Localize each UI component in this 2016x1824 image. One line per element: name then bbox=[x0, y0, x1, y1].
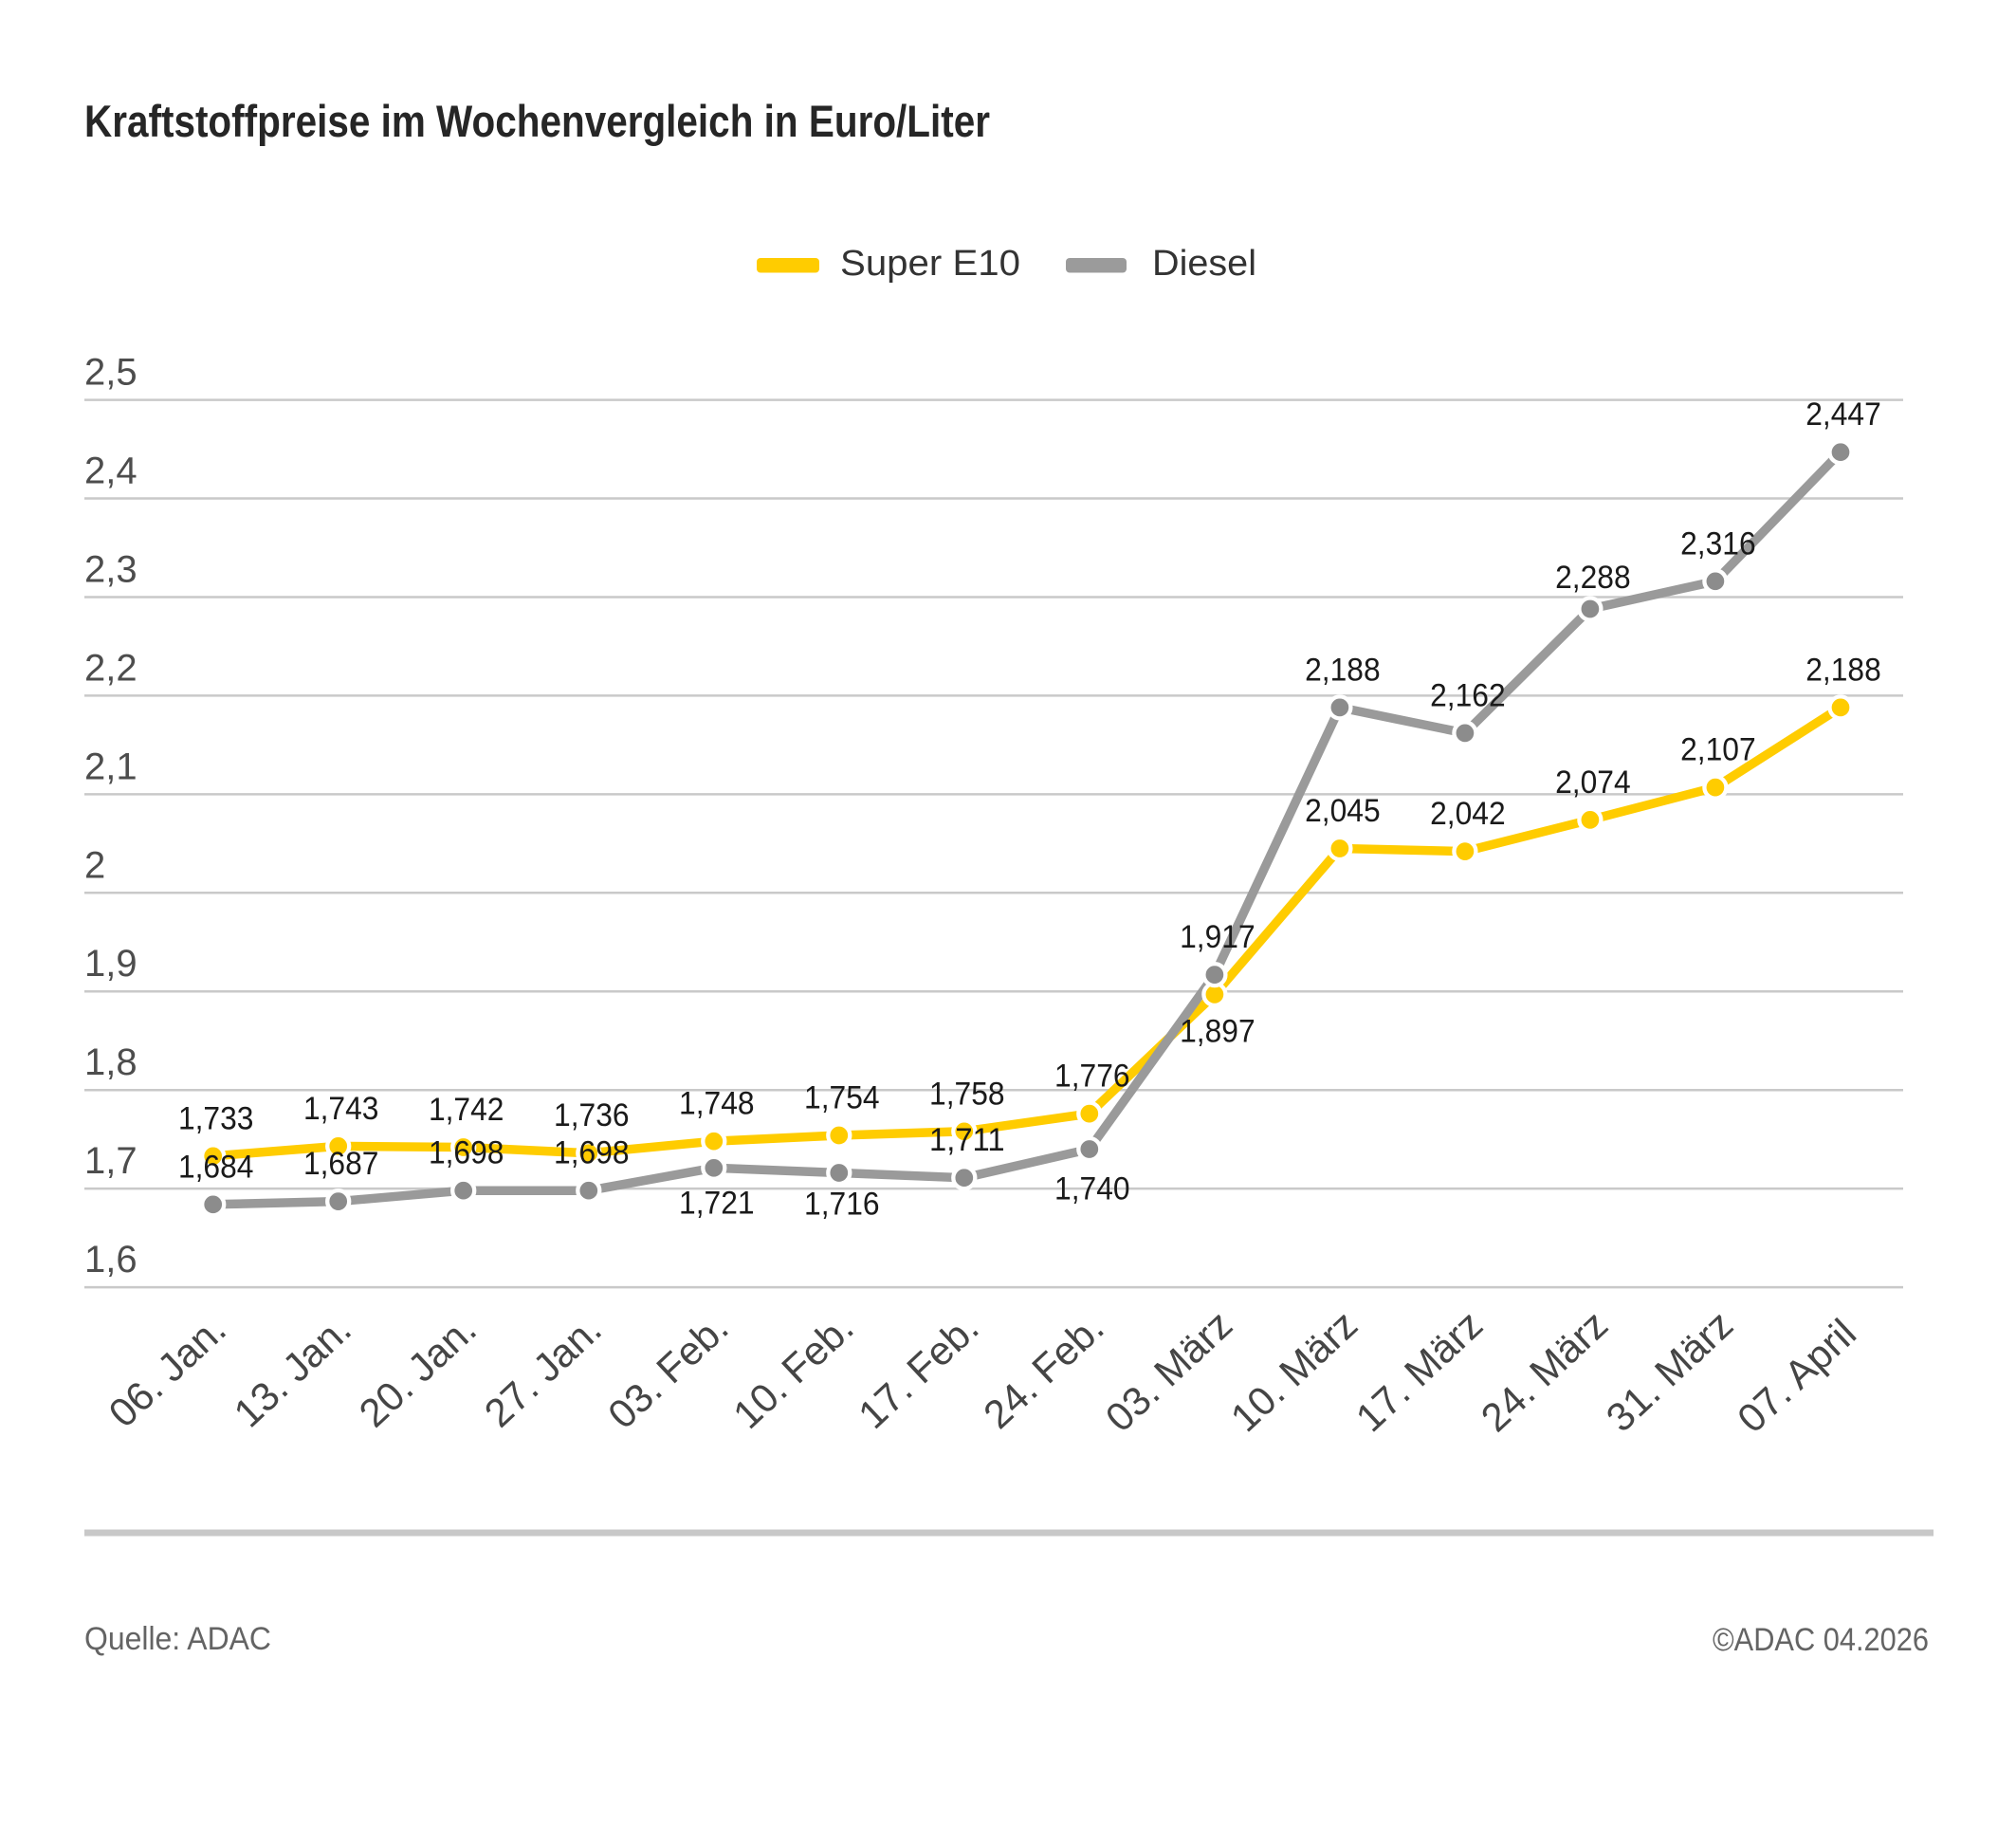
svg-text:1,733: 1,733 bbox=[178, 1100, 254, 1136]
svg-text:2,188: 2,188 bbox=[1805, 652, 1881, 688]
svg-text:2,042: 2,042 bbox=[1430, 796, 1506, 832]
svg-text:1,698: 1,698 bbox=[429, 1135, 504, 1171]
svg-text:Super E10: Super E10 bbox=[840, 244, 1020, 284]
svg-text:1,6: 1,6 bbox=[84, 1239, 137, 1280]
svg-text:1,776: 1,776 bbox=[1054, 1059, 1130, 1095]
svg-text:2,4: 2,4 bbox=[84, 451, 137, 492]
svg-text:1,736: 1,736 bbox=[554, 1097, 630, 1133]
svg-text:Quelle: ADAC: Quelle: ADAC bbox=[84, 1621, 271, 1657]
svg-text:Kraftstoffpreise im Wochenverg: Kraftstoffpreise im Wochenvergleich in E… bbox=[84, 96, 990, 146]
svg-text:©ADAC 04.2026: ©ADAC 04.2026 bbox=[1713, 1622, 1929, 1658]
svg-text:1,684: 1,684 bbox=[178, 1149, 254, 1185]
svg-text:2,107: 2,107 bbox=[1680, 732, 1756, 768]
svg-text:1,748: 1,748 bbox=[679, 1086, 755, 1122]
svg-text:1,9: 1,9 bbox=[84, 943, 137, 985]
svg-text:2,1: 2,1 bbox=[84, 746, 137, 787]
svg-text:2,3: 2,3 bbox=[84, 549, 137, 591]
svg-text:2,045: 2,045 bbox=[1305, 793, 1381, 829]
svg-text:2,188: 2,188 bbox=[1305, 652, 1381, 688]
svg-text:2,316: 2,316 bbox=[1680, 525, 1756, 562]
svg-text:1,897: 1,897 bbox=[1180, 1013, 1255, 1049]
svg-text:1,742: 1,742 bbox=[429, 1092, 504, 1128]
svg-text:1,687: 1,687 bbox=[303, 1146, 379, 1182]
svg-text:1,698: 1,698 bbox=[554, 1135, 630, 1171]
svg-text:1,740: 1,740 bbox=[1054, 1171, 1130, 1207]
svg-text:2,288: 2,288 bbox=[1555, 560, 1631, 596]
svg-text:1,743: 1,743 bbox=[303, 1091, 379, 1127]
svg-text:1,711: 1,711 bbox=[929, 1122, 1005, 1158]
svg-text:1,758: 1,758 bbox=[929, 1076, 1005, 1112]
svg-text:1,754: 1,754 bbox=[804, 1080, 880, 1116]
svg-text:1,721: 1,721 bbox=[679, 1185, 755, 1221]
svg-text:1,7: 1,7 bbox=[84, 1140, 137, 1182]
svg-text:2,5: 2,5 bbox=[84, 352, 137, 394]
svg-text:1,917: 1,917 bbox=[1180, 919, 1255, 955]
svg-text:Diesel: Diesel bbox=[1152, 244, 1256, 284]
svg-text:2,074: 2,074 bbox=[1555, 765, 1631, 801]
svg-text:2: 2 bbox=[84, 844, 105, 886]
svg-text:2,447: 2,447 bbox=[1805, 396, 1881, 433]
svg-text:1,8: 1,8 bbox=[84, 1041, 137, 1083]
svg-text:2,162: 2,162 bbox=[1430, 677, 1506, 713]
svg-text:1,716: 1,716 bbox=[804, 1187, 880, 1223]
svg-text:2,2: 2,2 bbox=[84, 647, 137, 689]
